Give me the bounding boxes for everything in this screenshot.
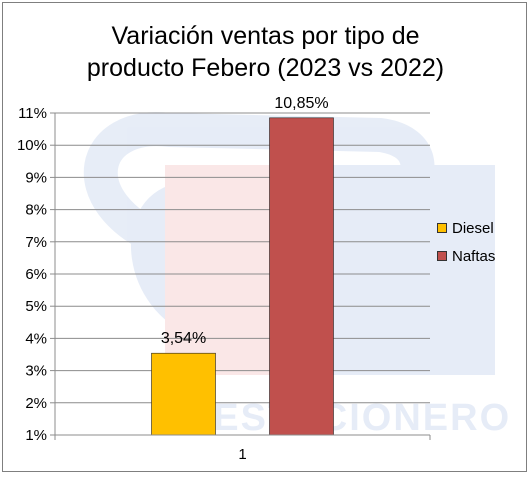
y-tick-label: 3%: [25, 363, 47, 380]
legend: Diesel Naftas: [437, 214, 495, 270]
x-tick-label: 1: [238, 446, 246, 463]
data-labels: 3,54% 10,85%: [161, 95, 329, 347]
chart-title: Variación ventas por tipo de producto Fe…: [0, 20, 531, 84]
legend-label-naftas: Naftas: [452, 247, 496, 265]
legend-swatch-diesel: [437, 223, 447, 233]
chart-title-line-2: producto Febero (2023 vs 2022): [86, 54, 445, 82]
data-label-naftas: 10,85%: [274, 95, 328, 112]
y-tick-label: 5%: [25, 298, 47, 315]
y-axis-ticks: 1% 2% 3% 4% 5% 6% 7% 8% 9% 10% 11%: [17, 105, 56, 444]
watermark-pump-icon: [83, 112, 435, 337]
y-tick-label: 9%: [25, 169, 47, 186]
y-tick-label: 10%: [17, 137, 47, 154]
y-tick-label: 8%: [25, 202, 47, 219]
legend-item-diesel: Diesel: [437, 214, 495, 242]
chart-title-line-1: Variación ventas por tipo de: [111, 22, 420, 50]
bar-naftas: [269, 117, 334, 436]
gridlines: [55, 112, 430, 436]
y-tick-label: 2%: [25, 395, 47, 412]
bars: [151, 117, 334, 436]
x-axis: 1: [54, 434, 431, 463]
y-tick-label: 1%: [25, 427, 47, 444]
y-tick-label: 6%: [25, 266, 47, 283]
y-tick-label: 4%: [25, 330, 47, 347]
legend-item-naftas: Naftas: [437, 242, 495, 270]
y-tick-label: 7%: [25, 234, 47, 251]
legend-label-diesel: Diesel: [452, 219, 494, 237]
bar-diesel: [151, 352, 216, 436]
y-tick-label: 11%: [18, 105, 47, 122]
watermark-letter-e-2: [305, 165, 495, 375]
legend-swatch-naftas: [437, 251, 447, 261]
data-label-diesel: 3,54%: [161, 330, 206, 347]
watermark-letter-e-1: [165, 165, 290, 375]
chart-frame: [2, 2, 527, 472]
